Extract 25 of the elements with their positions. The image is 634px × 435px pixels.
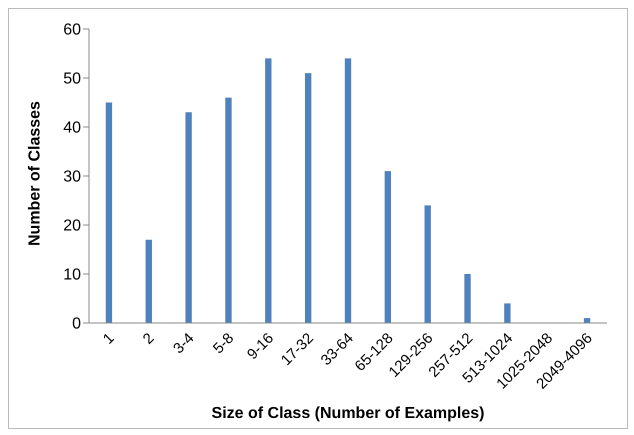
x-axis-title: Size of Class (Number of Examples): [212, 405, 484, 422]
y-axis-title: Number of Classes: [26, 100, 44, 246]
bar: [424, 205, 431, 323]
bar: [106, 102, 112, 323]
y-tick-label: 60: [63, 22, 82, 39]
bar: [464, 274, 471, 323]
x-tick-label: 3-4: [170, 330, 198, 358]
bar: [265, 58, 272, 323]
x-tick-label: 1: [100, 330, 118, 348]
y-tick-label: 10: [63, 266, 82, 284]
bar: [384, 171, 392, 323]
y-tick-label: 0: [72, 316, 82, 333]
bar: [584, 318, 590, 323]
bar: [344, 58, 352, 323]
x-tick-label: 5-8: [210, 330, 238, 358]
bar: [304, 73, 312, 323]
bar: [504, 303, 511, 323]
y-tick-label: 30: [63, 168, 82, 186]
x-tick-label: 2: [140, 330, 158, 348]
y-tick-label: 20: [63, 218, 82, 235]
bar: [225, 98, 232, 323]
y-tick-label: 40: [63, 120, 82, 137]
bar: [185, 112, 192, 323]
y-tick-label: 50: [63, 70, 82, 88]
bar: [146, 240, 152, 323]
